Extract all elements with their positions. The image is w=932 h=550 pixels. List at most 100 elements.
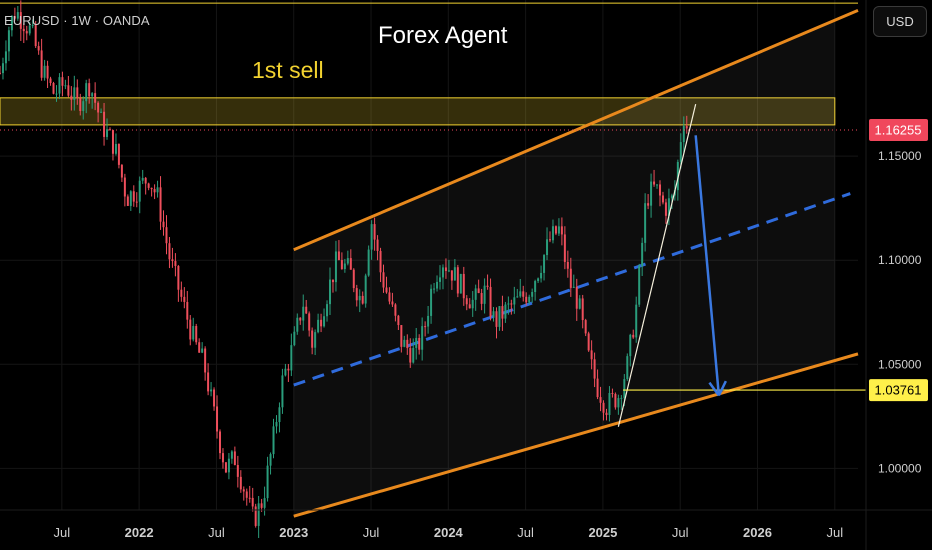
candle-body [644,203,647,243]
candle-body [138,180,141,202]
candle-body [31,25,34,27]
candle-body [641,242,644,266]
candle-body [22,28,25,32]
candle-body [55,93,58,95]
price-axis[interactable]: 1.15000 1.10000 1.05000 1.00000 1.16255 1.037… [865,0,928,550]
candle-body [195,326,198,343]
candle-body [436,281,439,289]
candle-body [546,239,549,256]
candle-body [352,269,355,289]
candle-body [43,65,46,78]
candle-body [480,292,483,304]
candle-body [144,177,147,184]
candle-body [525,296,528,303]
candle-body [531,291,534,297]
channel-midline [293,192,851,387]
candle-body [537,278,540,282]
time-axis[interactable]: Jul 2022 Jul 2023 Jul 2024 Jul 2025 Jul 2026 Jul [0,509,932,540]
candle-body [192,326,195,340]
candle-body [617,398,620,408]
candle-body [540,272,543,279]
candle-body [94,93,97,103]
candle-body [141,177,144,181]
candle-body [439,277,441,282]
time-tick-label: 2026 [743,525,772,540]
candle-body [329,279,331,305]
candle-body [290,345,293,371]
candle-body [498,306,501,327]
candle-body [382,272,385,288]
candle-body [516,296,519,298]
candle-body [49,78,52,83]
candle-body [126,196,129,206]
candle-body [305,306,308,314]
candle-body [667,198,670,216]
candle-body [590,350,593,360]
candle-body [224,462,227,473]
candle-body [409,348,412,363]
candle-body [111,130,114,154]
candle-body [620,397,623,399]
candle-body [501,306,504,319]
candle-body [183,296,186,302]
candle-body [626,356,629,380]
candle-body [489,286,492,317]
candle-body [230,451,233,459]
currency-button[interactable]: USD [873,6,927,37]
candle-body [468,304,471,309]
candle-body [343,263,346,270]
candle-body [109,129,111,131]
candle-body [13,16,16,19]
candle-body [236,465,239,477]
candle-body [543,255,546,273]
symbol-label[interactable]: EURUSD · 1W · OANDA [4,13,150,28]
candle-body [549,239,551,241]
candle-body [397,315,400,326]
target-price-badge-text: 1.03761 [875,383,922,398]
candle-body [64,85,67,87]
candle-body [661,195,664,203]
candle-body [578,298,581,309]
candle-body [373,224,376,240]
candle-body [177,265,180,290]
resistance-zone [0,2,858,126]
candle-body [418,337,421,350]
price-tick-label: 1.15000 [878,149,922,163]
candle-body [159,187,162,222]
candle-body [70,95,73,100]
candle-body [430,288,433,316]
candle-body [632,334,635,338]
candle-body [299,317,302,321]
candle-body [412,347,415,363]
candle-body [462,273,465,299]
candle-body [257,503,260,526]
current-price-badge-text: 1.16255 [875,122,922,137]
candle-body [528,296,531,303]
time-tick-label: Jul [517,525,534,540]
candle-body [135,201,138,203]
candle-body [156,187,159,193]
candle-body [266,465,269,499]
candle-body [444,267,447,271]
candle-body [560,226,563,235]
candle-body [554,226,557,234]
candle-body [67,85,70,96]
candle-body [174,261,177,266]
candle-body [114,143,117,154]
candle-body [664,202,667,216]
chart-title: Forex Agent [378,22,508,49]
candle-body [245,491,248,498]
price-tick-label: 1.10000 [878,253,922,267]
trendline [617,103,697,427]
candle-body [486,285,489,287]
candle-body [650,181,653,206]
candles-group [0,0,688,538]
regression-channel [293,9,859,518]
candle-body [465,298,468,305]
candle-body [37,46,40,51]
candle-body [106,129,109,137]
resistance-zone-rect [0,97,836,126]
candle-body [198,342,201,353]
candle-body [563,234,566,262]
